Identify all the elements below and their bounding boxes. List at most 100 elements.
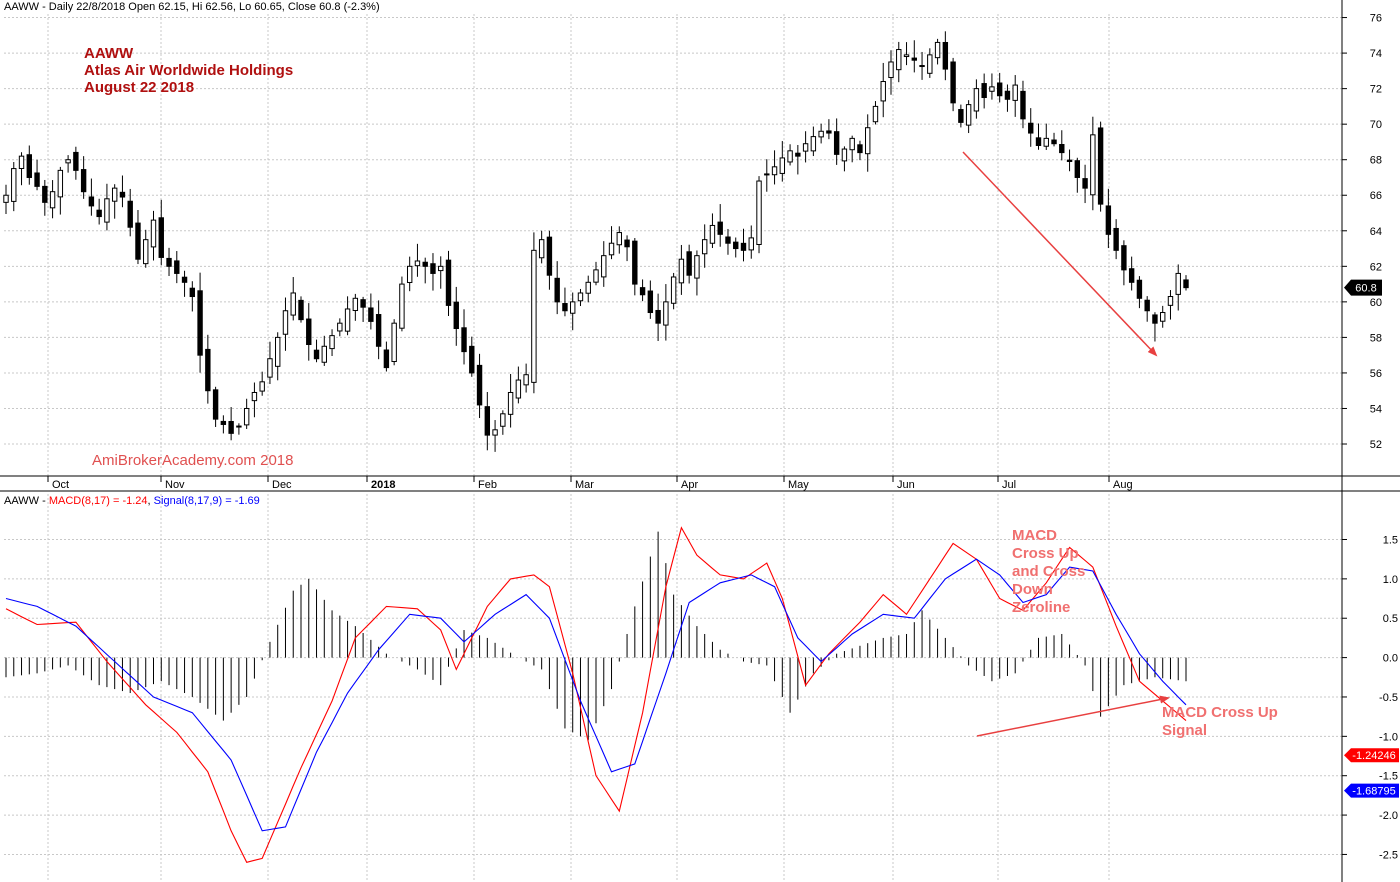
candle-body [942,41,949,70]
candle-body [857,144,863,154]
price-tick-label: 70 [1370,119,1382,131]
candle-body [1059,144,1065,154]
candle-body [430,263,436,274]
candle-body [3,194,9,203]
candle-body [678,258,685,284]
macd-value-badge [1344,748,1399,763]
candle-body [585,281,591,294]
candle-body [492,429,498,436]
candle-body [593,269,599,283]
price-tick-label: 66 [1370,190,1382,202]
price-header: AAWW - Daily 22/8/2018 Open 62.15, Hi 62… [4,1,380,13]
candle-body [484,406,491,436]
candle-body [748,237,754,251]
candle-body [469,345,475,374]
macd-header: AAWW - MACD(8,17) = -1.24, Signal(8,17,9… [4,495,260,507]
month-label: May [788,479,809,491]
candle-body [531,249,537,383]
macd-header-macd: MACD(8,17) = -1.24 [48,495,148,507]
candle-body [1012,84,1018,101]
price-tick-label: 58 [1370,332,1382,344]
candle-body [166,257,172,267]
candle-body [344,308,351,332]
candle-body [414,260,421,267]
candle-body [740,242,747,251]
candle-body [849,137,855,151]
candle-body [1097,127,1104,205]
candle-body [1051,139,1057,145]
candle-body [212,389,219,420]
candle-body [515,379,522,399]
candle-body [1090,134,1096,196]
candle-body [406,265,413,283]
candle-body [267,358,273,378]
price-tick-label: 72 [1370,84,1382,96]
price-tick-label: 68 [1370,155,1382,167]
candle-body [259,381,265,392]
candle-body [601,255,607,278]
macd-value-badge-text: -1.24246 [1352,750,1395,762]
candle-body [383,349,390,369]
candle-body [461,327,467,353]
candle-body [973,88,980,112]
note-line: Zeroline [1012,599,1071,616]
macd-lines [5,526,1187,863]
candle-body [779,157,786,174]
candle-body [764,173,770,176]
candle-body [197,290,203,356]
candle-body [911,57,917,61]
candle-body [1074,160,1081,178]
candle-body [445,259,452,306]
candle-body [989,86,995,92]
macd-tick-label: -0.5 [1379,692,1398,704]
month-label: Aug [1113,479,1133,491]
macd-header-signal: Signal(8,17,9) = -1.69 [153,495,260,507]
month-label: Nov [165,479,185,491]
candle-body [888,61,894,79]
macd-zeroline-note: MACD Cross Up and Cross Down Zeroline [1012,527,1085,617]
candle-body [1043,137,1049,147]
candle-body [11,168,17,202]
candle-body [795,152,801,157]
candle-body [275,336,281,367]
candle-body [833,131,840,155]
macd-header-prefix: AAWW - [4,495,49,507]
candle-body [500,413,506,427]
chart-title-annotation: AAWW Atlas Air Worldwide Holdings August… [84,45,293,96]
candle-body [228,420,234,434]
candle-body [996,82,1003,97]
candle-body [538,239,545,259]
macd-cross-arrow [976,695,1170,737]
candle-body [663,301,669,326]
title-line: AAWW [84,45,134,62]
candle-body [523,374,529,386]
grid [4,14,1342,882]
candle-body [150,219,157,248]
candle-body [1183,279,1189,289]
candle-body [771,166,778,176]
candle-body [733,241,739,250]
candle-body [1028,122,1034,134]
price-tick-label: 74 [1370,48,1382,60]
candle-body [1113,227,1119,251]
signal-value-badge [1344,783,1399,798]
candle-body [205,348,211,392]
macd-line [5,526,1187,863]
macd-tick-label: 1.5 [1383,534,1398,546]
candle-body [927,54,933,74]
note-line: Cross Up [1012,545,1079,562]
candle-body [632,240,638,285]
candle-body [546,236,553,276]
candle-body [1144,299,1150,312]
candle-body [810,136,817,152]
candle-body [368,307,374,322]
candle-body [570,301,576,314]
candle-body [329,335,335,350]
annotation-arrows [962,151,1170,737]
candle-body [26,154,32,178]
candle-body [88,196,95,207]
candle-body [104,198,110,223]
candle-body [399,283,405,329]
